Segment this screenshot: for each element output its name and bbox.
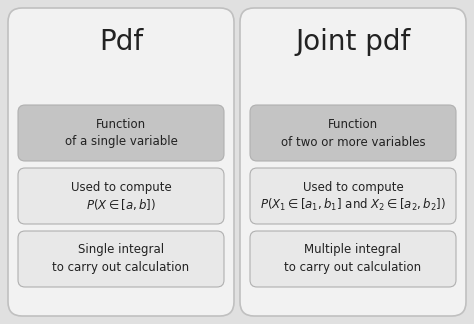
Text: to carry out calculation: to carry out calculation bbox=[53, 261, 190, 274]
Text: Used to compute: Used to compute bbox=[302, 180, 403, 193]
Text: to carry out calculation: to carry out calculation bbox=[284, 261, 421, 274]
Text: $P(X_1 \in [a_1, b_1]\ \mathrm{and}\ X_2 \in [a_2, b_2])$: $P(X_1 \in [a_1, b_1]\ \mathrm{and}\ X_2… bbox=[260, 197, 446, 213]
FancyBboxPatch shape bbox=[18, 168, 224, 224]
Text: Function: Function bbox=[328, 118, 378, 131]
FancyBboxPatch shape bbox=[250, 168, 456, 224]
FancyBboxPatch shape bbox=[18, 231, 224, 287]
Text: Function: Function bbox=[96, 118, 146, 131]
Text: Used to compute: Used to compute bbox=[71, 180, 172, 193]
FancyBboxPatch shape bbox=[8, 8, 234, 316]
FancyBboxPatch shape bbox=[18, 105, 224, 161]
Text: of two or more variables: of two or more variables bbox=[281, 135, 425, 148]
Text: Joint pdf: Joint pdf bbox=[295, 28, 410, 56]
Text: of a single variable: of a single variable bbox=[64, 135, 177, 148]
Text: Pdf: Pdf bbox=[99, 28, 143, 56]
FancyBboxPatch shape bbox=[250, 105, 456, 161]
FancyBboxPatch shape bbox=[240, 8, 466, 316]
Text: $P(X \in [a, b])$: $P(X \in [a, b])$ bbox=[86, 198, 156, 213]
Text: Single integral: Single integral bbox=[78, 244, 164, 257]
FancyBboxPatch shape bbox=[250, 231, 456, 287]
Text: Multiple integral: Multiple integral bbox=[304, 244, 401, 257]
